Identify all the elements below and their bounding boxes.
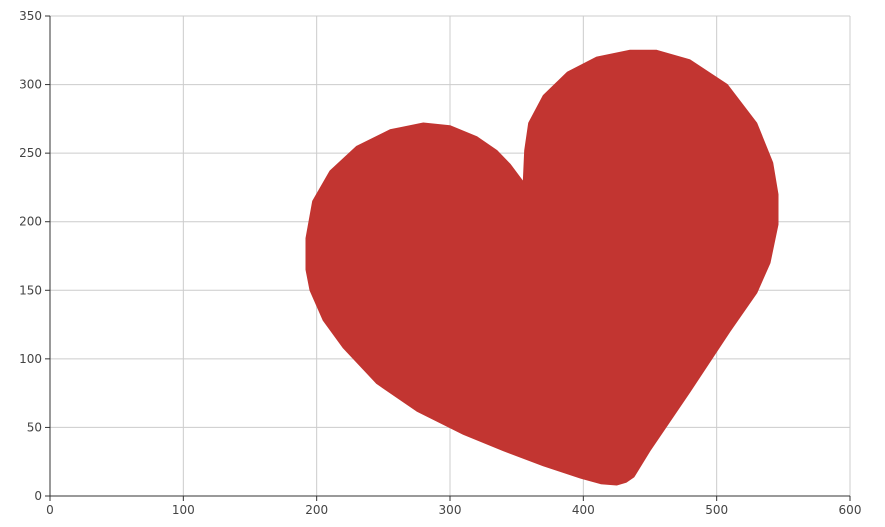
x-tick-label: 100 — [172, 503, 195, 517]
x-tick-label: 500 — [705, 503, 728, 517]
y-tick-label: 250 — [19, 146, 42, 160]
x-tick-label: 0 — [46, 503, 54, 517]
y-tick-label: 200 — [19, 215, 42, 229]
x-tick-label: 200 — [305, 503, 328, 517]
heart-shape-series-0 — [305, 49, 779, 486]
y-tick-label: 350 — [19, 9, 42, 23]
x-tick-label: 300 — [439, 503, 462, 517]
y-tick-label: 150 — [19, 283, 42, 297]
y-tick-label: 0 — [34, 489, 42, 503]
y-tick-label: 50 — [27, 420, 42, 434]
series-layer — [305, 49, 779, 486]
axes: 0 100 200 300 400 500 600 0 50 100 150 200 250 300 350 — [19, 9, 861, 517]
x-tick-label: 600 — [839, 503, 862, 517]
y-tick-label: 100 — [19, 352, 42, 366]
x-tick-label: 400 — [572, 503, 595, 517]
y-tick-label: 300 — [19, 78, 42, 92]
